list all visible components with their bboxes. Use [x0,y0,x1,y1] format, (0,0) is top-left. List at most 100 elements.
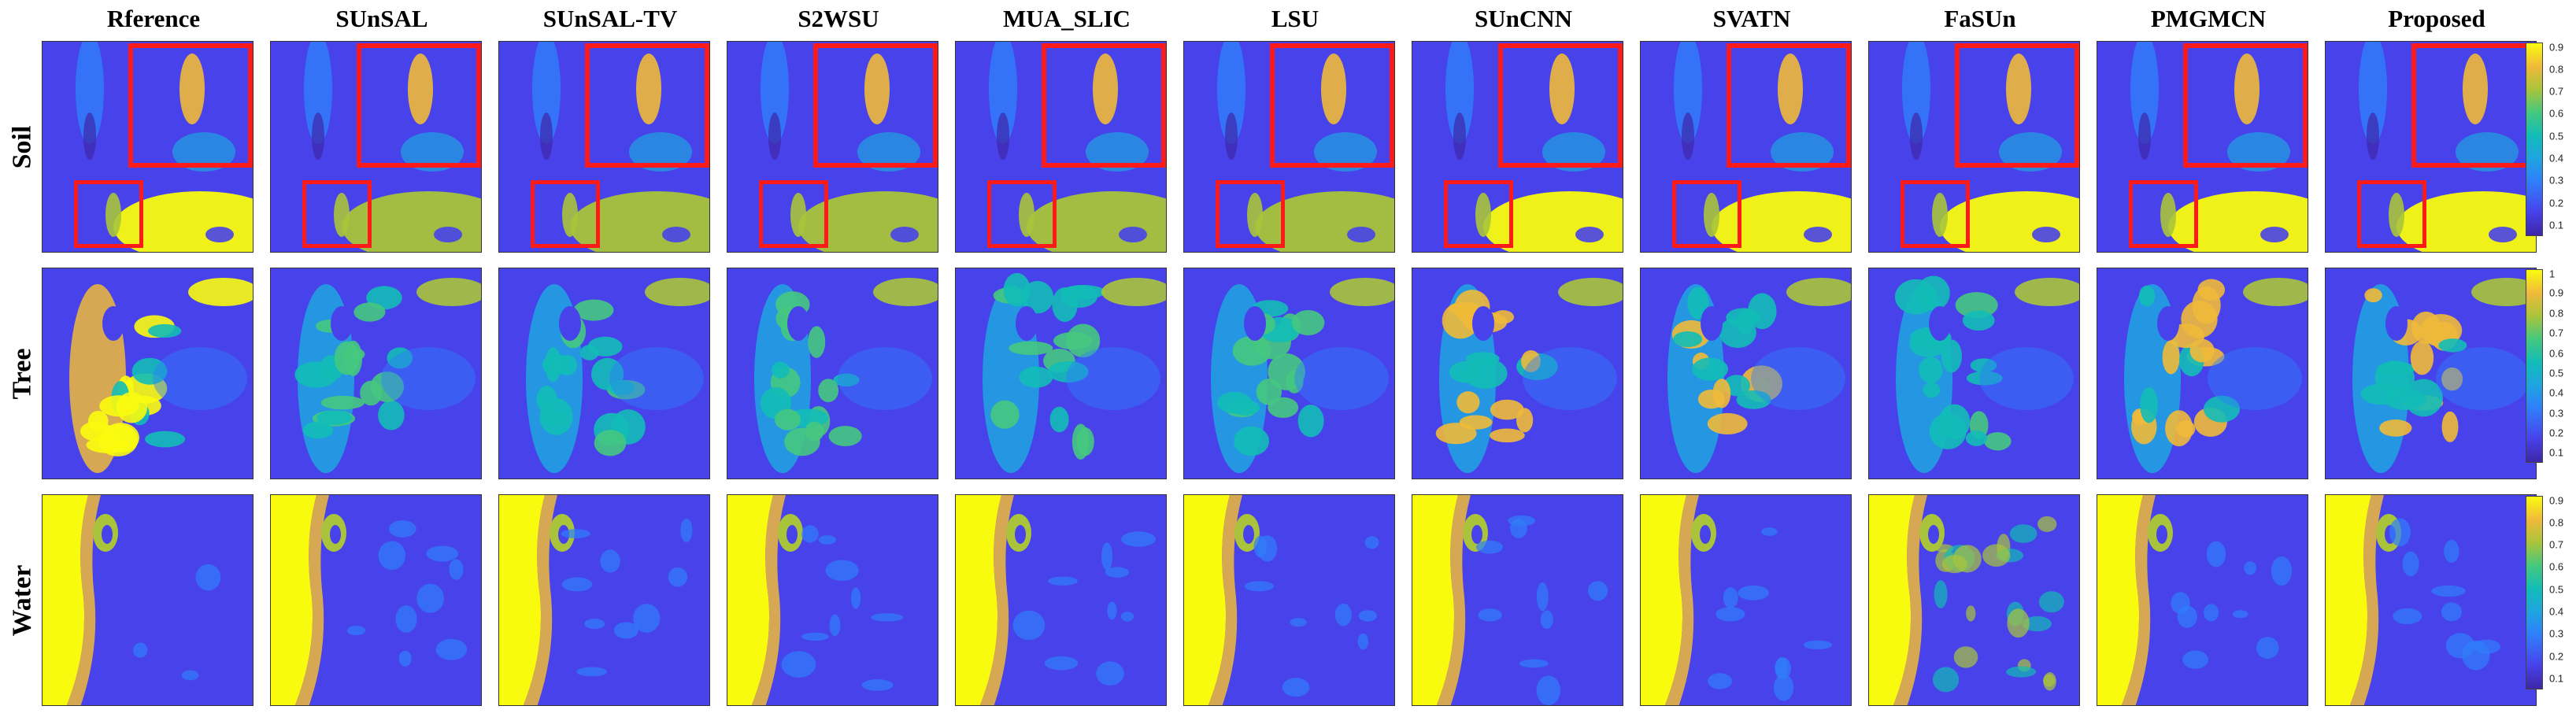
colorbar-tick: 0.9 [2549,494,2564,507]
colorbar-tick: 0.8 [2549,307,2564,320]
abundance-map-image [727,42,938,252]
abundance-map-water-lsu [1183,494,1395,706]
abundance-map-water-fasun [1868,494,2080,706]
colorbar-tick: 0.7 [2549,85,2564,98]
abundance-map-soil-sunsal-tv [498,41,710,253]
column-title-sunsal-tv: SUnSAL-TV [542,5,678,32]
colorbar-tick: 0.4 [2549,605,2564,618]
abundance-map-image [499,495,709,705]
colorbar-water-ticks: 0.9 0.8 0.7 0.6 0.5 0.4 0.3 0.2 0.1 [2549,494,2576,689]
abundance-map-image [727,268,938,479]
abundance-map-image [2326,268,2536,479]
abundance-map-water-pmgmcn [2097,494,2308,706]
colorbar-tree-ticks: 1 0.9 0.8 0.7 0.6 0.5 0.4 0.3 0.2 0.1 [2549,268,2576,463]
colorbar-tick: 0.2 [2549,650,2564,663]
abundance-map-tree-s2wsu [727,268,938,479]
colorbar-tick: 0.7 [2549,538,2564,551]
colorbar-tick: 0.2 [2549,427,2564,439]
colorbar-tick: 0.8 [2549,516,2564,529]
abundance-map-image [2097,495,2308,705]
colorbar-tick: 0.6 [2549,560,2564,573]
row-label-water: Water [6,494,38,707]
colorbar-tick: 0.2 [2549,197,2564,209]
abundance-map-image [1412,495,1623,705]
abundance-map-image [43,42,253,252]
abundance-map-soil-svatn [1640,41,1852,253]
abundance-map-soil-mua-slic [955,41,1167,253]
abundance-map-image [1641,268,1851,479]
colorbar-tick: 0.5 [2549,367,2564,379]
abundance-map-water-sunsal [270,494,482,706]
abundance-map-image [1184,495,1394,705]
abundance-map-water-sunsal-tv [498,494,710,706]
abundance-map-image [2326,42,2536,252]
abundance-map-image [1869,42,2079,252]
abundance-map-soil-lsu [1183,41,1395,253]
abundance-map-image [1869,495,2079,705]
colorbar-tick: 0.6 [2549,347,2564,359]
colorbar-tick: 0.5 [2549,130,2564,142]
abundance-map-image [271,42,481,252]
abundance-map-water-rference [42,494,254,706]
colorbar-tick: 0.4 [2549,152,2564,164]
colorbar-tick: 0.1 [2549,219,2564,231]
column-title-s2wsu: S2WSU [798,5,879,32]
abundance-map-tree-rference [42,268,254,479]
colorbar-tick: 1 [2549,268,2556,280]
abundance-map-soil-rference [42,41,254,253]
colorbar-tick: 0.9 [2549,41,2564,54]
colorbar-tick: 0.1 [2549,446,2564,459]
abundance-map-soil-s2wsu [727,41,938,253]
row-label-tree: Tree [6,268,38,480]
column-title-lsu: LSU [1271,5,1319,32]
column-title-reference: Rference [106,5,201,32]
abundance-map-water-s2wsu [727,494,938,706]
abundance-map-tree-sunsal-tv [498,268,710,479]
row-label-soil: Soil [6,41,38,253]
colorbar-tick: 0.7 [2549,327,2564,339]
colorbar-soil [2526,43,2543,236]
abundance-map-tree-suncnn [1412,268,1623,479]
abundance-map-tree-pmgmcn [2097,268,2308,479]
colorbar-tree [2526,269,2543,463]
colorbar-tick: 0.5 [2549,583,2564,596]
abundance-map-soil-proposed [2325,41,2537,253]
abundance-map-water-svatn [1640,494,1852,706]
abundance-map-image [1412,42,1623,252]
column-title-fasun: FaSUn [1944,5,2016,32]
abundance-map-image [1641,42,1851,252]
abundance-map-image [1869,268,2079,479]
abundance-map-soil-pmgmcn [2097,41,2308,253]
abundance-map-image [727,495,938,705]
column-title-proposed: Proposed [2388,5,2485,32]
abundance-map-image [1412,268,1623,479]
column-title-mua-slic: MUA_SLIC [1003,5,1131,32]
column-title-svatn: SVATN [1712,5,1791,32]
abundance-map-water-suncnn [1412,494,1623,706]
abundance-map-image [956,495,1166,705]
abundance-map-image [956,268,1166,479]
abundance-map-image [499,42,709,252]
abundance-map-image [271,495,481,705]
abundance-map-image [2097,268,2308,479]
row-label-tree-text: Tree [7,348,36,400]
colorbar-tick: 0.3 [2549,407,2564,419]
abundance-map-tree-svatn [1640,268,1852,479]
abundance-map-tree-lsu [1183,268,1395,479]
abundance-map-soil-fasun [1868,41,2080,253]
colorbar-water [2526,496,2543,689]
abundance-map-image [1184,42,1394,252]
abundance-map-tree-sunsal [270,268,482,479]
column-title-sunsal: SUnSAL [335,5,428,32]
colorbar-tick: 0.3 [2549,627,2564,640]
colorbar-tick: 0.9 [2549,286,2564,299]
colorbar-tick: 0.6 [2549,107,2564,120]
row-label-soil-text: Soil [7,125,36,169]
colorbar-soil-ticks: 0.9 0.8 0.7 0.6 0.5 0.4 0.3 0.2 0.1 [2549,41,2576,236]
abundance-map-soil-sunsal [270,41,482,253]
abundance-map-water-mua-slic [955,494,1167,706]
colorbar-tick: 0.4 [2549,386,2564,399]
column-title-pmgmcn: PMGMCN [2150,5,2267,32]
abundance-map-image [2097,42,2308,252]
abundance-map-image [499,268,709,479]
